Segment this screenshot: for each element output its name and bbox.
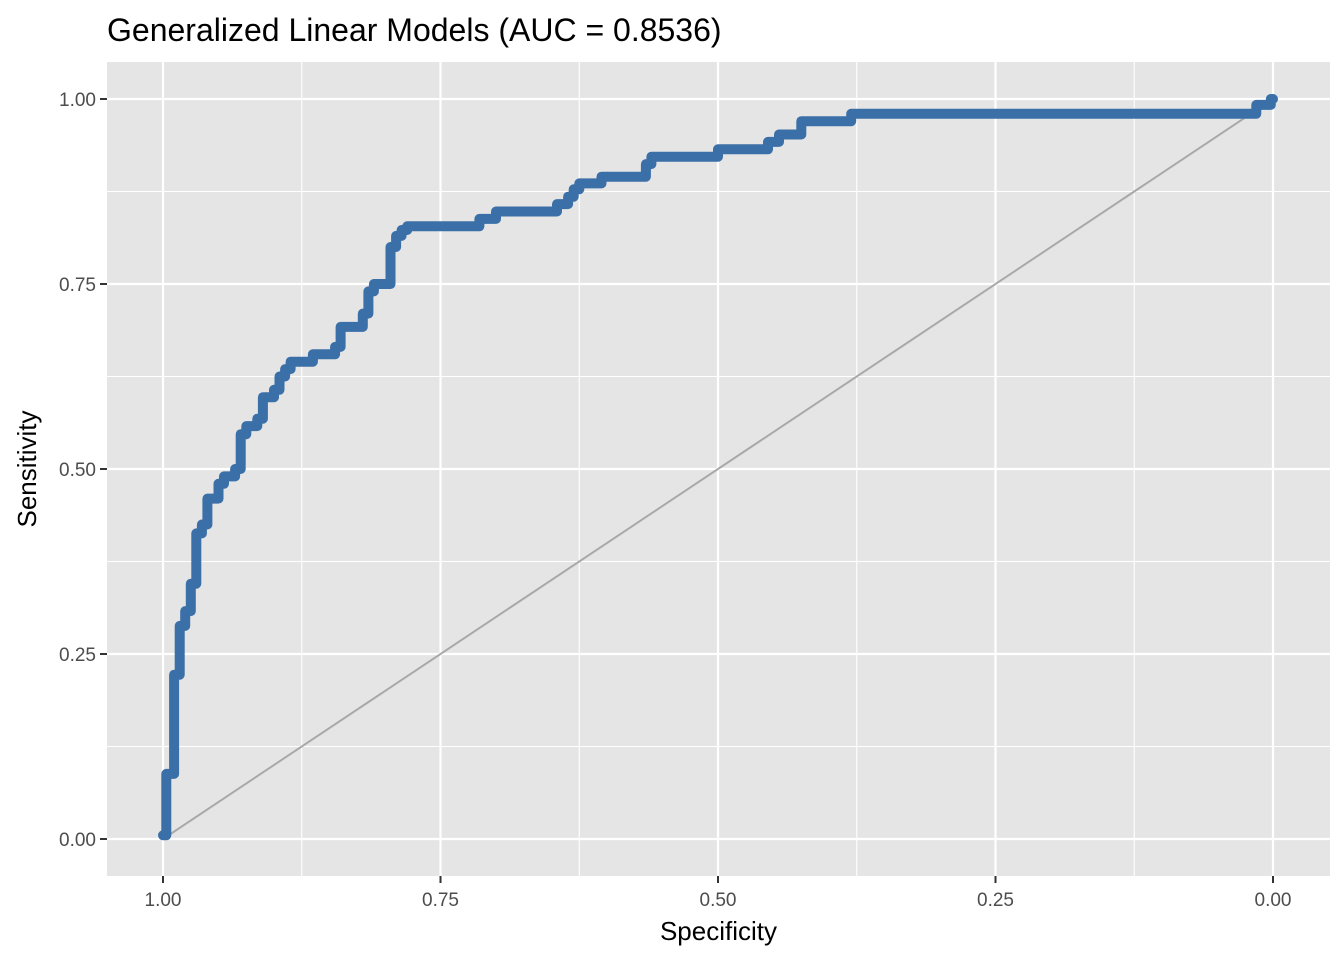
y-axis-title: Sensitivity (12, 410, 42, 527)
y-tick-label: 0.75 (59, 275, 96, 296)
x-tick-label: 1.00 (145, 890, 182, 911)
series-layer (158, 94, 1278, 841)
chart-title: Generalized Linear Models (AUC = 0.8536) (107, 12, 722, 48)
x-tick-label: 0.25 (977, 890, 1014, 911)
reference-diagonal-line (162, 98, 1274, 840)
x-tick-label: 0.50 (700, 890, 737, 911)
y-tick-label: 0.50 (59, 460, 96, 481)
x-axis: 1.00 0.75 0.50 0.25 0.00 (145, 876, 1292, 911)
y-tick-label: 1.00 (59, 90, 96, 111)
x-axis-title: Specificity (660, 916, 777, 946)
roc-curve-line (158, 94, 1278, 841)
x-tick-label: 0.00 (1255, 890, 1292, 911)
y-tick-label: 0.00 (59, 830, 96, 851)
y-tick-label: 0.25 (59, 645, 96, 666)
y-axis: 0.00 0.25 0.50 0.75 1.00 (59, 90, 107, 851)
x-tick-label: 0.75 (422, 890, 459, 911)
